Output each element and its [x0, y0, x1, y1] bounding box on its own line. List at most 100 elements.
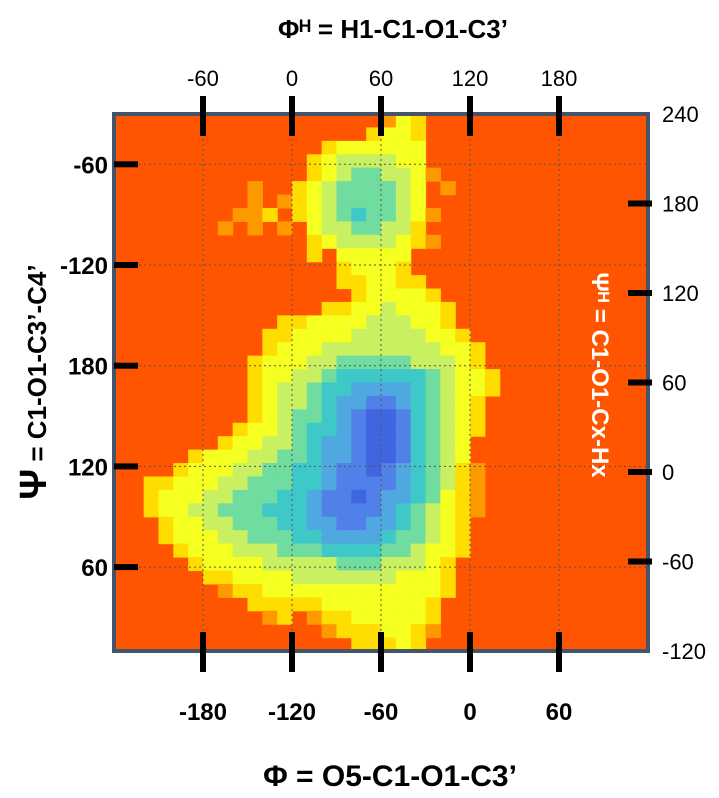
- heatmap-cell: [321, 422, 338, 437]
- heatmap-cell: [381, 248, 397, 263]
- heatmap-cell: [366, 409, 382, 424]
- heatmap-cell: [366, 140, 382, 155]
- heatmap-cell: [262, 449, 278, 464]
- heatmap-cell: [395, 382, 412, 397]
- heatmap-cell: [366, 395, 382, 410]
- heatmap-cell: [321, 489, 338, 504]
- heatmap-cell: [455, 543, 471, 558]
- heatmap-cell: [247, 543, 263, 558]
- heatmap-cell: [381, 395, 397, 410]
- heatmap-cell: [232, 516, 249, 531]
- heatmap-cells: [143, 114, 501, 652]
- heatmap-cell: [232, 503, 249, 518]
- right-tick-label: 60: [662, 371, 686, 396]
- right-tick-label: -60: [662, 550, 694, 575]
- heatmap-cell: [410, 489, 427, 504]
- heatmap-cell: [381, 476, 397, 491]
- heatmap-cell: [410, 288, 427, 303]
- heatmap-cell: [366, 328, 382, 343]
- heatmap-cell: [381, 583, 397, 598]
- heatmap-cell: [440, 516, 456, 531]
- heatmap-cell: [336, 610, 352, 625]
- heatmap-cell: [306, 382, 323, 397]
- bottom-tick-mark: [556, 632, 562, 672]
- heatmap-cell: [366, 637, 382, 652]
- heatmap-cell: [336, 570, 352, 585]
- heatmap-cell: [306, 369, 323, 384]
- heatmap-cell: [336, 409, 352, 424]
- heatmap-cell: [321, 382, 338, 397]
- heatmap-cell: [440, 449, 456, 464]
- heatmap-cell: [455, 355, 471, 370]
- heatmap-cell: [306, 570, 323, 585]
- heatmap-cell: [440, 557, 456, 572]
- heatmap-cell: [232, 422, 249, 437]
- heatmap-cell: [173, 476, 189, 491]
- heatmap-cell: [262, 530, 278, 545]
- heatmap-cell: [440, 395, 456, 410]
- heatmap-cell: [440, 301, 456, 316]
- heatmap-cell: [336, 342, 352, 357]
- heatmap-cell: [262, 409, 278, 424]
- heatmap-cell: [321, 140, 338, 155]
- heatmap-cell: [425, 207, 441, 223]
- heatmap-cell: [336, 449, 352, 464]
- heatmap-cell: [336, 530, 352, 545]
- heatmap-cell: [381, 543, 397, 558]
- heatmap-cell: [425, 355, 441, 370]
- heatmap-cell: [336, 422, 352, 437]
- heatmap-cell: [366, 207, 382, 223]
- heatmap-cell: [306, 489, 323, 504]
- heatmap-cell: [277, 463, 293, 478]
- heatmap-cell: [188, 449, 204, 464]
- heatmap-cell: [158, 476, 174, 491]
- heatmap-cell: [321, 516, 338, 531]
- left-tick-mark: [114, 564, 138, 571]
- heatmap-cell: [381, 624, 397, 639]
- heatmap-cell: [292, 328, 308, 343]
- heatmap-cell: [455, 395, 471, 410]
- heatmap-cell: [247, 369, 263, 384]
- heatmap-cell: [395, 530, 412, 545]
- right-tick-label: -120: [662, 639, 706, 664]
- heatmap-cell: [217, 449, 234, 464]
- heatmap-cell: [395, 127, 412, 142]
- heatmap-cell: [203, 516, 219, 531]
- left-tick-mark: [114, 262, 138, 268]
- heatmap-cell: [410, 409, 427, 424]
- heatmap-cell: [217, 436, 234, 451]
- heatmap-cell: [306, 315, 323, 330]
- heatmap-cell: [395, 489, 412, 504]
- heatmap-cell: [410, 181, 427, 196]
- heatmap-cell: [262, 328, 278, 343]
- heatmap-cell: [470, 342, 486, 357]
- heatmap-cell: [440, 570, 456, 585]
- heatmap-cell: [351, 221, 367, 236]
- heatmap-cell: [262, 369, 278, 384]
- heatmap-cell: [321, 610, 338, 625]
- heatmap-cell: [395, 570, 412, 585]
- heatmap-cell: [351, 543, 367, 558]
- heatmap-cell: [351, 463, 367, 478]
- heatmap-cell: [321, 503, 338, 518]
- heatmap-cell: [336, 355, 352, 370]
- heatmap-cell: [262, 610, 278, 625]
- heatmap-cell: [366, 503, 382, 518]
- heatmap-cell: [336, 597, 352, 612]
- heatmap-cell: [321, 395, 338, 410]
- heatmap-cell: [381, 557, 397, 572]
- heatmap-cell: [381, 436, 397, 451]
- heatmap-cell: [425, 489, 441, 504]
- heatmap-cell: [410, 194, 427, 209]
- heatmap-cell: [425, 369, 441, 384]
- heatmap-cell: [395, 221, 412, 236]
- heatmap-cell: [351, 154, 367, 169]
- heatmap-cell: [158, 503, 174, 518]
- heatmap-cell: [306, 436, 323, 451]
- heatmap-cell: [336, 463, 352, 478]
- heatmap-cell: [247, 382, 263, 397]
- heatmap-cell: [203, 530, 219, 545]
- heatmap-cell: [336, 275, 352, 290]
- heatmap-cell: [247, 422, 263, 437]
- heatmap-cell: [381, 154, 397, 169]
